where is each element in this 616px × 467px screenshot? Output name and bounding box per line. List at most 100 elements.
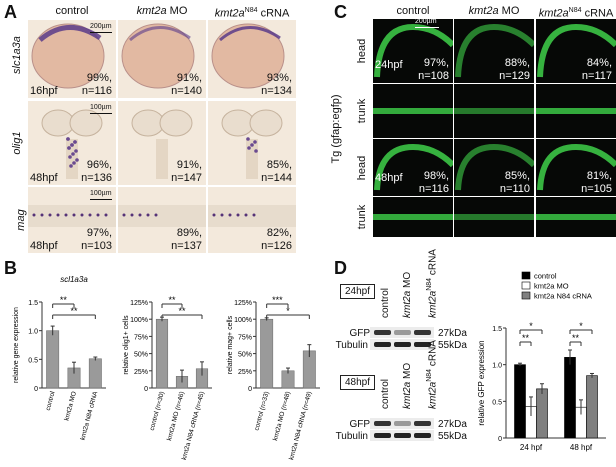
x-tick-label: 48 hpf bbox=[570, 443, 593, 452]
embryo-stain bbox=[129, 26, 191, 42]
expression-percent: 85%, bbox=[504, 170, 530, 182]
stage-label: 24hpf bbox=[375, 59, 403, 71]
x-tick-label: 24 hpf bbox=[520, 443, 543, 452]
lane-label: kmt2a MO bbox=[402, 363, 413, 409]
sample-count: n=140 bbox=[171, 85, 202, 97]
significance-label: ** bbox=[168, 295, 176, 305]
legend-label: control bbox=[534, 272, 557, 281]
gfp-trunk-signal bbox=[454, 108, 534, 114]
label-text: control bbox=[380, 378, 391, 409]
y-tick-label: 0 bbox=[248, 386, 252, 393]
significance-label: ** bbox=[60, 295, 68, 305]
eye-right bbox=[159, 109, 193, 137]
significance-label: ** bbox=[572, 333, 580, 343]
sample-count: n=137 bbox=[171, 240, 202, 252]
label-suffix: cRNA bbox=[427, 249, 439, 278]
label-italic: kmt2a bbox=[427, 381, 439, 409]
bar bbox=[564, 357, 576, 439]
embryo-drawing bbox=[28, 205, 116, 227]
expression-percent: 85%, bbox=[266, 159, 292, 171]
stage-label: 48hpf bbox=[30, 240, 58, 252]
y-tick-label: 125% bbox=[130, 300, 148, 307]
legend-label: kmt2a N84 cRNA bbox=[534, 292, 592, 301]
embryo-drawing bbox=[41, 109, 103, 179]
bar bbox=[260, 318, 274, 389]
fluorescence-image bbox=[373, 84, 453, 138]
eye-right bbox=[249, 109, 283, 137]
panel-c: control kmt2a MO kmt2aN84 cRNA Tg (gfap:egf… bbox=[330, 0, 616, 258]
bar bbox=[46, 330, 60, 389]
label-superscript: N84 bbox=[426, 368, 433, 382]
column-header: kmt2a MO bbox=[454, 5, 534, 17]
label-italic: kmt2a bbox=[468, 5, 499, 17]
panel-d: 24hpf control kmt2a MO kmt2aN84 cRNA GFP 27kD… bbox=[330, 249, 616, 467]
y-tick-label: 100% bbox=[130, 317, 148, 324]
column-header: kmt2aN84 cRNA bbox=[536, 5, 616, 20]
y-tick-label: 25% bbox=[238, 369, 252, 376]
fluorescence-image bbox=[454, 19, 534, 83]
embryo-yolk bbox=[31, 23, 105, 89]
row-gene-label: mag bbox=[15, 209, 27, 231]
sample-count: n=116 bbox=[81, 85, 112, 97]
stain-dot bbox=[71, 152, 75, 156]
gfp-head-signal bbox=[537, 143, 616, 191]
gfp-trunk-signal bbox=[536, 108, 616, 114]
y-tick-label: 0 bbox=[144, 386, 148, 393]
bar bbox=[536, 388, 548, 439]
eye-right bbox=[69, 109, 103, 137]
stain-dot bbox=[56, 213, 60, 217]
stain-dot bbox=[122, 213, 126, 217]
expression-percent: 98%, bbox=[423, 170, 449, 182]
scale-bar bbox=[90, 199, 112, 200]
blot-band bbox=[414, 421, 431, 426]
chart-title: scl1a3a bbox=[60, 275, 88, 284]
significance-label: *** bbox=[272, 295, 283, 305]
ish-image bbox=[208, 187, 296, 253]
gfp-signal bbox=[374, 23, 453, 78]
stage-label: 48hpf bbox=[375, 172, 403, 184]
stain-dot bbox=[146, 213, 150, 217]
label-italic: kmt2a bbox=[402, 290, 413, 318]
fluorescence-image bbox=[373, 139, 453, 196]
gfp-signal bbox=[536, 108, 616, 114]
scale-bar bbox=[415, 27, 439, 28]
y-tick-label: 125% bbox=[234, 300, 252, 307]
gfp-head-signal bbox=[455, 23, 534, 78]
embryo-drawing bbox=[118, 205, 206, 227]
legend-label: kmt2a MO bbox=[534, 282, 569, 291]
panel-label-a: A bbox=[4, 2, 17, 22]
blot-band bbox=[414, 342, 431, 347]
stain-dot bbox=[48, 213, 52, 217]
molecular-weight-label: 27kDa bbox=[438, 419, 467, 430]
embryo-stain bbox=[219, 26, 281, 42]
fluorescence-image bbox=[536, 197, 616, 237]
y-tick-label: 75% bbox=[134, 334, 148, 341]
stain-dot bbox=[74, 149, 78, 153]
lane-label: kmt2a MO bbox=[402, 272, 413, 318]
y-tick-label: 50% bbox=[134, 352, 148, 359]
blot-band bbox=[394, 330, 411, 335]
expression-percent: 84%, bbox=[586, 57, 612, 69]
label-suffix: cRNA bbox=[427, 340, 439, 369]
sample-count: n=134 bbox=[261, 85, 292, 97]
lane-label: kmt2aN84 cRNA bbox=[424, 249, 438, 318]
significance-label: ** bbox=[178, 306, 186, 316]
molecular-weight-label: 27kDa bbox=[438, 328, 467, 339]
trunk-band bbox=[118, 205, 206, 227]
x-tick-label: control (n=33) bbox=[253, 391, 270, 432]
fluorescence-image bbox=[454, 84, 534, 138]
label-suffix: MO bbox=[166, 5, 188, 17]
expression-percent: 97%, bbox=[423, 57, 449, 69]
trunk-band bbox=[208, 205, 296, 227]
label-italic: kmt2a bbox=[402, 381, 413, 409]
gfp-signal bbox=[455, 143, 534, 191]
ish-image bbox=[28, 187, 116, 253]
timepoint-box: 48hpf bbox=[340, 375, 376, 390]
lane-label: kmt2aN84 cRNA bbox=[424, 340, 438, 409]
legend-swatch bbox=[521, 291, 531, 300]
label-superscript: N84 bbox=[244, 7, 258, 14]
blot-band bbox=[394, 433, 411, 438]
expression-percent: 91%, bbox=[176, 159, 202, 171]
stain-dot bbox=[32, 213, 36, 217]
panel-a: control kmt2a MO kmt2aN84 cRNA slc1a3a 99%, n… bbox=[0, 0, 330, 258]
